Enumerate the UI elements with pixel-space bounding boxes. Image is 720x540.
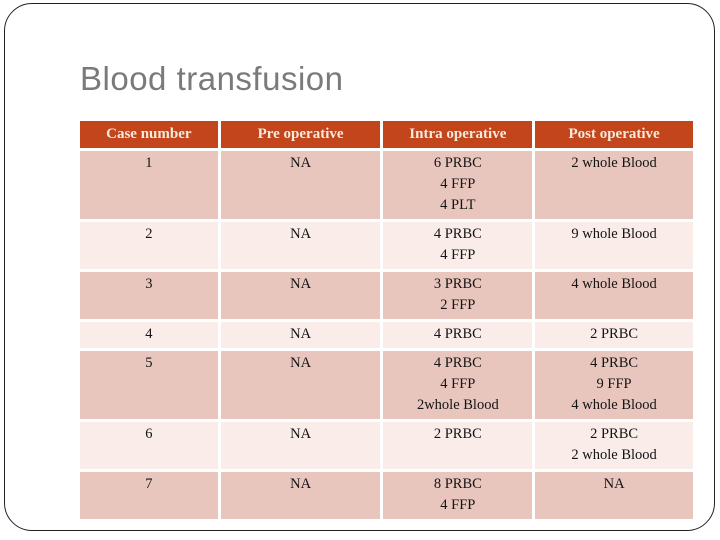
cell-intra-operative: 4 PRBC 4 FFP 2whole Blood: [383, 351, 533, 419]
cell-pre-operative: NA: [220, 222, 381, 269]
page-title: Blood transfusion: [80, 60, 344, 97]
cell-case: 3: [80, 272, 218, 319]
header-post-operative: Post operative: [535, 121, 693, 148]
cell-post-operative: NA: [535, 472, 693, 519]
cell-post-operative: 2 whole Blood: [535, 151, 693, 219]
cell-post-operative: 2 PRBC: [535, 322, 693, 348]
cell-pre-operative: NA: [220, 351, 381, 419]
cell-case: 4: [80, 322, 218, 348]
cell-post-operative: 2 PRBC 2 whole Blood: [535, 422, 693, 469]
slide-frame: Blood transfusion Case number Pre operat…: [4, 3, 715, 531]
cell-case: 7: [80, 472, 218, 519]
cell-case: 1: [80, 151, 218, 219]
header-case-number: Case number: [80, 121, 218, 148]
cell-pre-operative: NA: [220, 422, 381, 469]
cell-pre-operative: NA: [220, 272, 381, 319]
cell-intra-operative: 3 PRBC 2 FFP: [383, 272, 533, 319]
cell-intra-operative: 2 PRBC: [383, 422, 533, 469]
cell-pre-operative: NA: [220, 151, 381, 219]
cell-case: 2: [80, 222, 218, 269]
cell-case: 6: [80, 422, 218, 469]
cell-intra-operative: 8 PRBC 4 FFP: [383, 472, 533, 519]
cell-pre-operative: NA: [220, 322, 381, 348]
blood-transfusion-table: Case number Pre operative Intra operativ…: [80, 121, 693, 519]
header-pre-operative: Pre operative: [220, 121, 381, 148]
cell-case: 5: [80, 351, 218, 419]
cell-intra-operative: 4 PRBC 4 FFP: [383, 222, 533, 269]
cell-post-operative: 4 PRBC 9 FFP 4 whole Blood: [535, 351, 693, 419]
cell-pre-operative: NA: [220, 472, 381, 519]
cell-post-operative: 9 whole Blood: [535, 222, 693, 269]
header-intra-operative: Intra operative: [383, 121, 533, 148]
cell-intra-operative: 4 PRBC: [383, 322, 533, 348]
cell-post-operative: 4 whole Blood: [535, 272, 693, 319]
cell-intra-operative: 6 PRBC 4 FFP 4 PLT: [383, 151, 533, 219]
